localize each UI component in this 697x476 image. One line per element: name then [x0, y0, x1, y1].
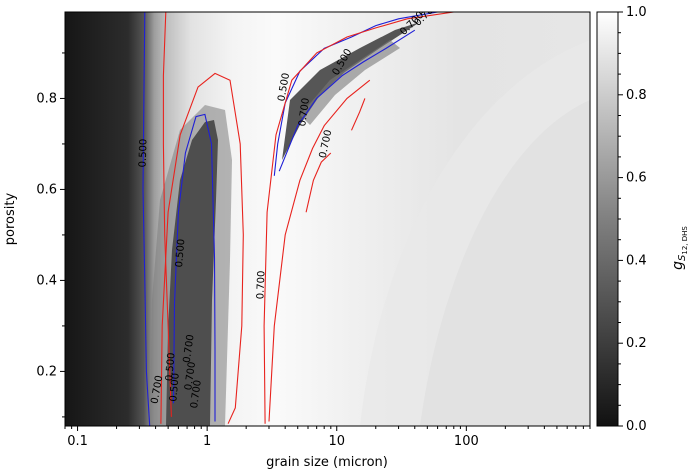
contour-label: 0.700: [182, 334, 197, 364]
x-tick-label: 100: [454, 434, 479, 449]
colorbar-label-sub: S: [677, 254, 688, 261]
y-axis-label: porosity: [3, 193, 18, 246]
contour-line: [350, 98, 366, 131]
contour-line: [160, 72, 244, 424]
contour-label: 0.700: [297, 97, 312, 127]
y-tick-label: 0.4: [36, 273, 57, 288]
contour-label: 0.700: [255, 270, 267, 299]
contour-line: [162, 12, 172, 417]
colorbar-tick-label: 0.0: [626, 419, 647, 434]
contour-line: [278, 29, 416, 172]
colorbar-label-subsub: 12, DHS: [681, 226, 689, 255]
y-tick-label: 0.2: [36, 364, 57, 379]
contour-label: 0.500: [276, 72, 292, 102]
heatmap: 0.5000.5000.5000.5000.5000.5000.7000.700…: [65, 12, 590, 426]
heatmap-dark-halo: [150, 105, 232, 426]
contour-line: [142, 12, 151, 426]
x-axis: 0.1 1 10 100: [64, 426, 591, 449]
heatmap-right-fan-light: [420, 100, 590, 426]
contour-line: [305, 152, 332, 213]
heatmap-gray-wedge-2: [300, 40, 400, 125]
colorbar-tick-label: 0.2: [626, 336, 647, 351]
contour-line: [172, 113, 216, 422]
plot-frame: [64, 11, 591, 427]
x-tick-label: 1: [203, 434, 211, 449]
contour-label: 0.500: [174, 238, 187, 267]
x-tick-label: 10: [328, 434, 345, 449]
contour-line: [263, 12, 454, 424]
colorbar-tick-label: 0.4: [626, 253, 647, 268]
contour-label: 0.700: [183, 361, 198, 391]
contour-label: 0.700: [150, 375, 166, 405]
colorbar-label: gS12, DHS: [670, 226, 689, 270]
heatmap-gray-wedge: [282, 22, 420, 160]
contour-line: [268, 79, 371, 422]
contour-label: 0.500: [168, 373, 181, 402]
colorbar: [596, 11, 619, 427]
colorbar-label-main: g: [670, 261, 686, 270]
y-axis: 0.2 0.4 0.6 0.8: [36, 52, 65, 418]
colorbar-axis: 0.0 0.2 0.4 0.6 0.8 1.0: [618, 5, 647, 434]
contour-lines: [142, 12, 454, 426]
contour-label: 0.500: [138, 139, 150, 168]
x-axis-label: grain size (micron): [266, 455, 388, 470]
contour-label: 0.700: [189, 379, 204, 409]
contour-label: 0.500: [164, 352, 177, 381]
colorbar-tick-label: 1.0: [626, 5, 647, 20]
y-tick-label: 0.6: [36, 182, 57, 197]
colorbar-tick-label: 0.6: [626, 171, 647, 186]
x-tick-label: 0.1: [67, 434, 88, 449]
colorbar-tick-label: 0.8: [626, 88, 647, 103]
y-tick-label: 0.8: [36, 91, 57, 106]
